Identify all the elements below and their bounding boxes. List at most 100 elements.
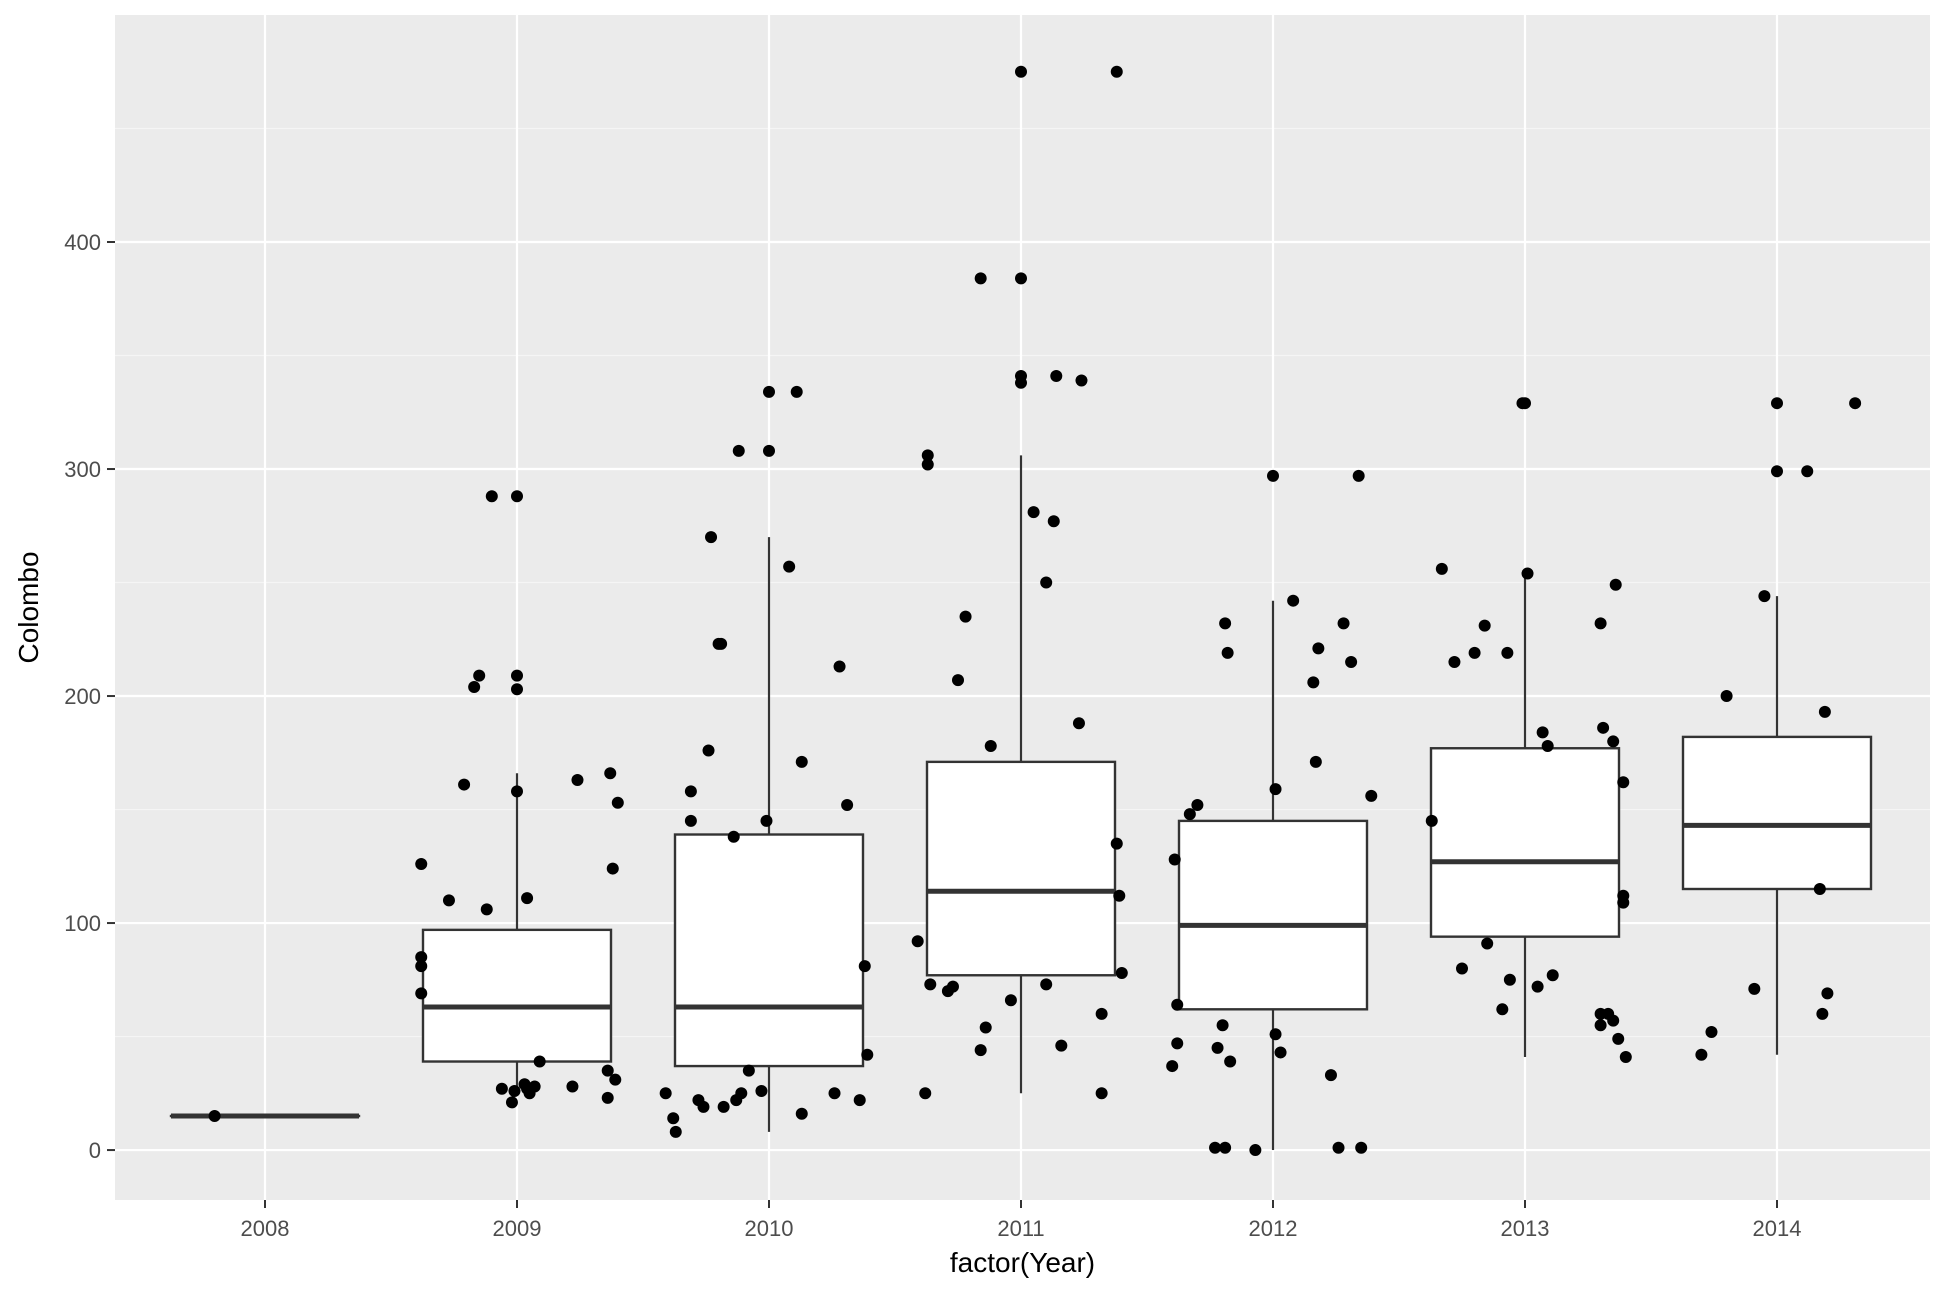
data-point xyxy=(1353,470,1365,482)
data-point xyxy=(458,779,470,791)
iqr-box xyxy=(1431,748,1619,936)
data-point xyxy=(763,445,775,457)
data-point xyxy=(415,960,427,972)
y-tick-label: 0 xyxy=(89,1138,101,1163)
data-point xyxy=(952,674,964,686)
data-point xyxy=(1219,1142,1231,1154)
data-point xyxy=(209,1110,221,1122)
data-point xyxy=(1469,647,1481,659)
data-point xyxy=(743,1065,755,1077)
data-point xyxy=(508,1085,520,1097)
iqr-box xyxy=(423,930,611,1062)
y-tick-label: 300 xyxy=(64,457,101,482)
data-point xyxy=(685,785,697,797)
data-point xyxy=(1537,726,1549,738)
data-point xyxy=(854,1094,866,1106)
data-point xyxy=(1166,1060,1178,1072)
data-point xyxy=(697,1101,709,1113)
data-point xyxy=(612,797,624,809)
data-point xyxy=(1532,981,1544,993)
data-point xyxy=(1814,883,1826,895)
x-tick-label: 2012 xyxy=(1249,1216,1298,1241)
data-point xyxy=(1040,978,1052,990)
data-point xyxy=(1111,66,1123,78)
data-point xyxy=(1096,1008,1108,1020)
data-point xyxy=(728,831,740,843)
data-point xyxy=(1325,1069,1337,1081)
data-point xyxy=(481,903,493,915)
data-point xyxy=(1595,1019,1607,1031)
data-point xyxy=(980,1021,992,1033)
data-point xyxy=(1015,377,1027,389)
data-point xyxy=(1801,465,1813,477)
data-point xyxy=(1748,983,1760,995)
data-point xyxy=(1758,590,1770,602)
data-point xyxy=(1426,815,1438,827)
data-point xyxy=(1169,853,1181,865)
data-point xyxy=(534,1056,546,1068)
data-point xyxy=(841,799,853,811)
iqr-box xyxy=(1179,821,1367,1009)
data-point xyxy=(1310,756,1322,768)
data-point xyxy=(1270,1028,1282,1040)
data-point xyxy=(1819,706,1831,718)
data-point xyxy=(1217,1019,1229,1031)
data-point xyxy=(511,683,523,695)
data-point xyxy=(1612,1033,1624,1045)
data-point xyxy=(1607,1015,1619,1027)
data-point xyxy=(468,681,480,693)
data-point xyxy=(829,1087,841,1099)
data-point xyxy=(1171,1037,1183,1049)
data-point xyxy=(1073,717,1085,729)
data-point xyxy=(1771,465,1783,477)
data-point xyxy=(834,661,846,673)
data-point xyxy=(1448,656,1460,668)
x-tick-label: 2013 xyxy=(1501,1216,1550,1241)
data-point xyxy=(733,445,745,457)
data-point xyxy=(1270,783,1282,795)
data-point xyxy=(975,1044,987,1056)
y-tick-label: 400 xyxy=(64,230,101,255)
data-point xyxy=(1617,897,1629,909)
data-point xyxy=(922,458,934,470)
data-point xyxy=(1050,370,1062,382)
data-point xyxy=(1249,1144,1261,1156)
data-point xyxy=(1365,790,1377,802)
data-point xyxy=(566,1080,578,1092)
plot-panel xyxy=(115,15,1930,1200)
data-point xyxy=(415,987,427,999)
data-point xyxy=(496,1083,508,1095)
data-point xyxy=(1821,987,1833,999)
data-point xyxy=(486,490,498,502)
data-point xyxy=(1345,656,1357,668)
data-point xyxy=(1333,1142,1345,1154)
data-point xyxy=(1075,374,1087,386)
data-point xyxy=(1479,620,1491,632)
data-point xyxy=(443,894,455,906)
data-point xyxy=(947,981,959,993)
iqr-box xyxy=(927,762,1115,975)
data-point xyxy=(796,1108,808,1120)
data-point xyxy=(924,978,936,990)
data-point xyxy=(473,670,485,682)
data-point xyxy=(735,1087,747,1099)
data-point xyxy=(859,960,871,972)
data-point xyxy=(1501,647,1513,659)
data-point xyxy=(1595,1008,1607,1020)
data-point xyxy=(1620,1051,1632,1063)
data-point xyxy=(1542,740,1554,752)
data-point xyxy=(670,1126,682,1138)
data-point xyxy=(1705,1026,1717,1038)
data-point xyxy=(960,611,972,623)
data-point xyxy=(1224,1056,1236,1068)
data-point xyxy=(506,1096,518,1108)
x-tick-label: 2011 xyxy=(997,1216,1044,1241)
data-point xyxy=(760,815,772,827)
data-point xyxy=(796,756,808,768)
data-point xyxy=(529,1080,541,1092)
data-point xyxy=(1048,515,1060,527)
data-point xyxy=(783,561,795,573)
data-point xyxy=(975,272,987,284)
